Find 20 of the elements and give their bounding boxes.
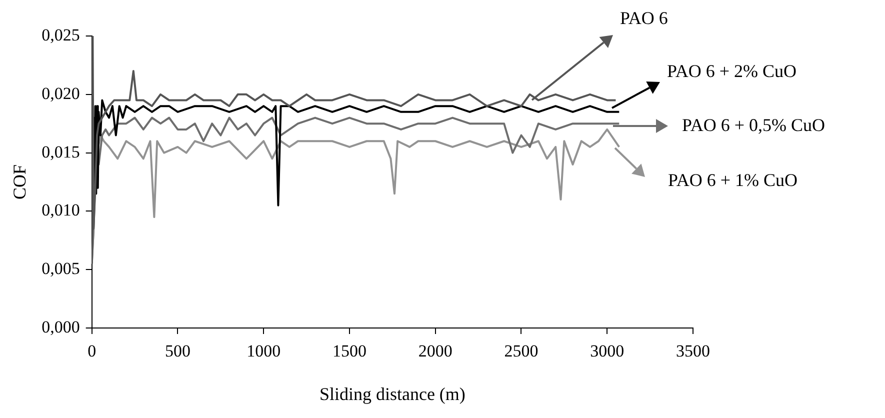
y-tick-label: 0,005 xyxy=(42,259,80,278)
x-tick-label: 3000 xyxy=(590,342,624,361)
y-tick-label: 0,015 xyxy=(42,142,80,162)
y-axis-title: COF xyxy=(10,164,30,200)
x-tick-label: 2000 xyxy=(418,342,452,361)
text: PAO 6 + 2% CuO xyxy=(667,61,797,82)
x-tick-label: 2500 xyxy=(504,342,538,361)
legend-label: PAO 6 + 0,5% CuO xyxy=(682,115,826,136)
y-tick-label: 0,000 xyxy=(42,317,80,336)
x-axis-title: Sliding distance (m) xyxy=(319,384,466,404)
legend-label: PAO 6 + 1% CuO xyxy=(668,170,798,191)
x-tick-label: 500 xyxy=(164,342,190,361)
y-tick-label: 0,010 xyxy=(42,200,80,220)
text: PAO 6 xyxy=(620,8,668,29)
x-tick-label: 1500 xyxy=(332,342,366,361)
y-tick-label: 0,020 xyxy=(42,84,80,103)
y-tick-label: 0,025 xyxy=(42,25,80,44)
x-tick-label: 0 xyxy=(88,342,96,361)
x-tick-label: 1000 xyxy=(246,342,281,361)
x-tick-label: 3500 xyxy=(676,342,710,361)
